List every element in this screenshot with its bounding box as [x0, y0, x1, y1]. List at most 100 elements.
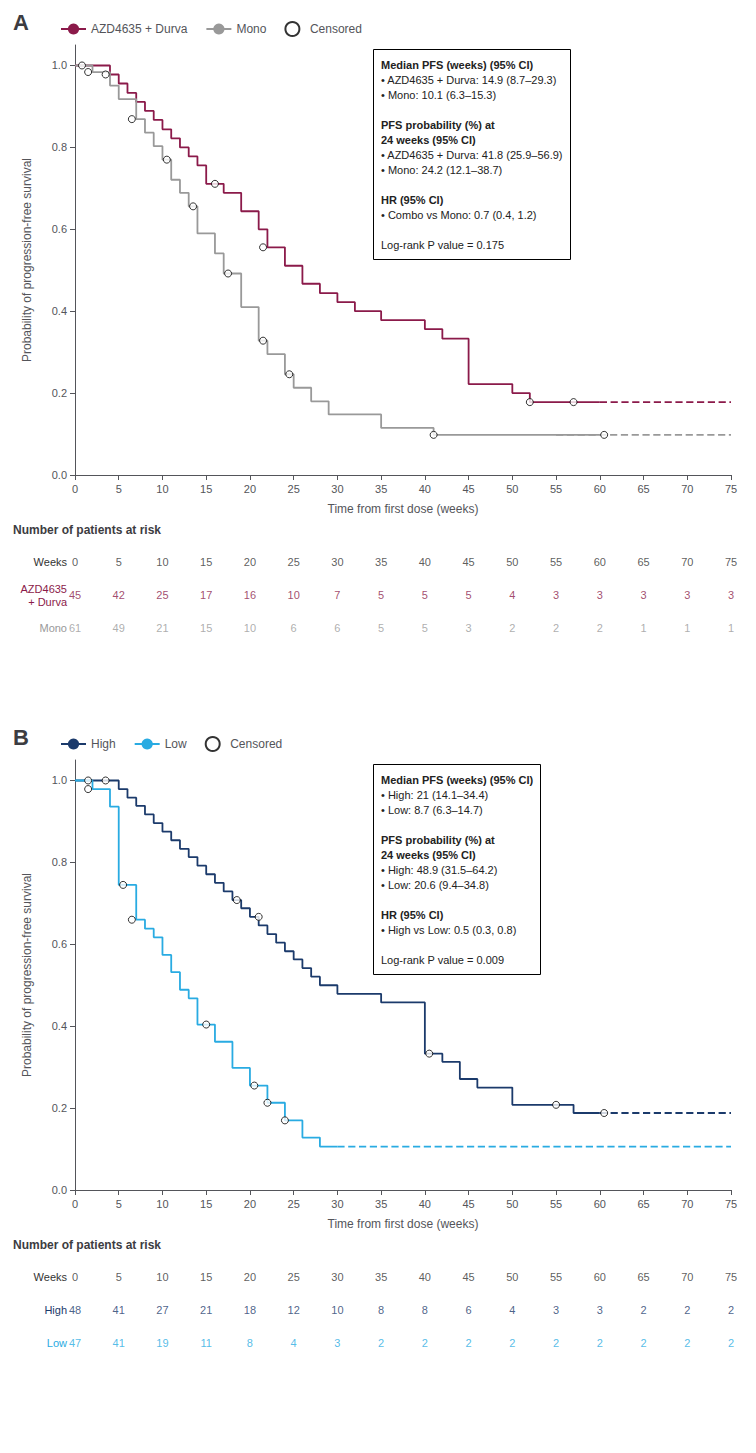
svg-text:0.6: 0.6	[52, 223, 67, 235]
svg-text:61: 61	[69, 622, 81, 634]
svg-text:20: 20	[244, 556, 256, 568]
svg-text:Low: Low	[165, 737, 187, 751]
svg-text:75: 75	[725, 483, 737, 495]
svg-text:2: 2	[466, 1337, 472, 1349]
svg-text:3: 3	[597, 1304, 603, 1316]
svg-text:0: 0	[72, 483, 78, 495]
svg-text:70: 70	[681, 556, 693, 568]
svg-text:47: 47	[69, 1337, 81, 1349]
svg-text:Median PFS (weeks) (95% CI): Median PFS (weeks) (95% CI)	[381, 59, 534, 71]
svg-text:4: 4	[509, 1304, 515, 1316]
svg-text:3: 3	[466, 622, 472, 634]
svg-text:1: 1	[640, 622, 646, 634]
svg-text:Log-rank P value = 0.009: Log-rank P value = 0.009	[381, 954, 504, 966]
svg-text:11: 11	[200, 1337, 211, 1349]
svg-text:1: 1	[684, 622, 690, 634]
svg-text:15: 15	[200, 483, 212, 495]
svg-text:• Low: 20.6 (9.4–34.8): • Low: 20.6 (9.4–34.8)	[381, 879, 489, 891]
svg-text:5: 5	[116, 483, 122, 495]
svg-text:0.2: 0.2	[52, 387, 67, 399]
svg-text:16: 16	[244, 589, 256, 601]
svg-text:6: 6	[466, 1304, 472, 1316]
svg-text:10: 10	[331, 1304, 343, 1316]
svg-text:7: 7	[334, 589, 340, 601]
svg-text:• Low: 8.7 (6.3–14.7): • Low: 8.7 (6.3–14.7)	[381, 804, 483, 816]
svg-text:45: 45	[69, 589, 81, 601]
svg-text:24 weeks (95% CI): 24 weeks (95% CI)	[381, 849, 476, 861]
svg-text:24 weeks (95% CI): 24 weeks (95% CI)	[381, 134, 476, 146]
svg-text:3: 3	[728, 589, 734, 601]
svg-text:25: 25	[288, 556, 300, 568]
svg-text:70: 70	[681, 1271, 693, 1283]
svg-text:45: 45	[462, 1198, 474, 1210]
svg-text:60: 60	[594, 1271, 606, 1283]
svg-text:17: 17	[200, 589, 212, 601]
svg-text:2: 2	[553, 1337, 559, 1349]
svg-text:2: 2	[553, 622, 559, 634]
svg-text:6: 6	[291, 622, 297, 634]
svg-text:2: 2	[684, 1304, 690, 1316]
svg-text:42: 42	[113, 589, 125, 601]
svg-text:High: High	[91, 737, 116, 751]
svg-text:• High: 48.9 (31.5–64.2): • High: 48.9 (31.5–64.2)	[381, 864, 497, 876]
svg-text:18: 18	[244, 1304, 256, 1316]
svg-text:8: 8	[422, 1304, 428, 1316]
svg-text:1.0: 1.0	[52, 774, 67, 786]
svg-text:3: 3	[553, 1304, 559, 1316]
svg-text:2: 2	[640, 1337, 646, 1349]
svg-text:75: 75	[725, 1271, 737, 1283]
svg-text:2: 2	[597, 622, 603, 634]
svg-text:19: 19	[156, 1337, 168, 1349]
svg-text:Censored: Censored	[230, 737, 282, 751]
svg-text:Mono: Mono	[236, 22, 266, 36]
svg-text:5: 5	[116, 1271, 122, 1283]
svg-text:50: 50	[506, 483, 518, 495]
svg-text:10: 10	[288, 589, 300, 601]
svg-text:35: 35	[375, 483, 387, 495]
svg-text:25: 25	[288, 1271, 300, 1283]
svg-text:20: 20	[244, 483, 256, 495]
svg-text:1: 1	[728, 622, 734, 634]
svg-text:21: 21	[156, 622, 168, 634]
svg-text:0: 0	[72, 556, 78, 568]
svg-text:3: 3	[334, 1337, 340, 1349]
svg-text:65: 65	[637, 1198, 649, 1210]
svg-text:1.0: 1.0	[52, 59, 67, 71]
svg-text:55: 55	[550, 1198, 562, 1210]
svg-text:PFS probability (%) at: PFS probability (%) at	[381, 119, 495, 131]
svg-text:Time from first dose (weeks): Time from first dose (weeks)	[328, 1217, 479, 1231]
svg-text:Number of patients at risk: Number of patients at risk	[13, 1238, 161, 1252]
svg-text:A: A	[13, 10, 29, 35]
svg-text:65: 65	[637, 1271, 649, 1283]
svg-text:30: 30	[331, 556, 343, 568]
svg-text:3: 3	[684, 589, 690, 601]
svg-text:• AZD4635 + Durva: 14.9 (8.7–2: • AZD4635 + Durva: 14.9 (8.7–29.3)	[381, 74, 556, 86]
svg-text:Low: Low	[47, 1337, 67, 1349]
svg-text:25: 25	[156, 589, 168, 601]
svg-text:50: 50	[506, 1271, 518, 1283]
svg-text:55: 55	[550, 556, 562, 568]
svg-text:5: 5	[116, 556, 122, 568]
svg-text:0.4: 0.4	[52, 1020, 67, 1032]
svg-text:• High vs Low: 0.5 (0.3, 0.8): • High vs Low: 0.5 (0.3, 0.8)	[381, 924, 516, 936]
svg-text:30: 30	[331, 1271, 343, 1283]
svg-text:Log-rank P value = 0.175: Log-rank P value = 0.175	[381, 239, 504, 251]
svg-text:70: 70	[681, 1198, 693, 1210]
svg-text:AZD4635 + Durva: AZD4635 + Durva	[91, 22, 188, 36]
svg-text:40: 40	[419, 1198, 431, 1210]
svg-text:75: 75	[725, 1198, 737, 1210]
svg-text:Weeks: Weeks	[34, 1271, 68, 1283]
svg-text:5: 5	[466, 589, 472, 601]
svg-text:2: 2	[509, 1337, 515, 1349]
svg-text:• Mono: 24.2 (12.1–38.7): • Mono: 24.2 (12.1–38.7)	[381, 164, 502, 176]
svg-text:49: 49	[113, 622, 125, 634]
svg-text:15: 15	[200, 1198, 212, 1210]
svg-text:2: 2	[509, 622, 515, 634]
svg-text:0.8: 0.8	[52, 856, 67, 868]
svg-text:60: 60	[594, 556, 606, 568]
svg-text:6: 6	[334, 622, 340, 634]
svg-text:15: 15	[200, 622, 212, 634]
svg-text:Median PFS (weeks) (95% CI): Median PFS (weeks) (95% CI)	[381, 774, 534, 786]
svg-text:Probability of progression-fre: Probability of progression-free survival	[20, 873, 34, 1077]
svg-text:• Combo vs Mono: 0.7 (0.4, 1.2: • Combo vs Mono: 0.7 (0.4, 1.2)	[381, 209, 536, 221]
